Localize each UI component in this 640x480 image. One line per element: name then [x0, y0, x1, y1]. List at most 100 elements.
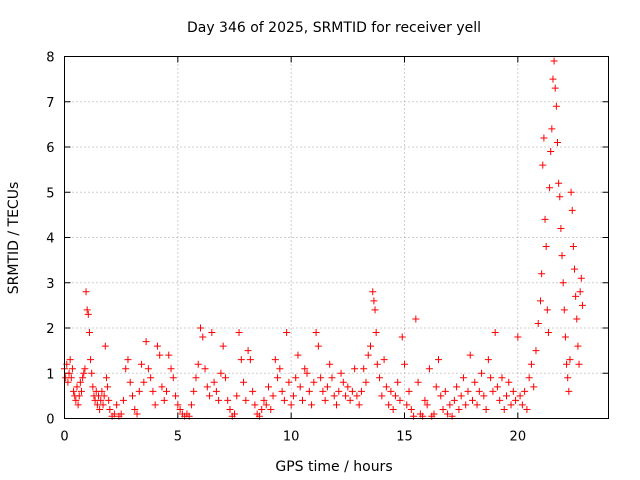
- data-point: [514, 333, 522, 341]
- data-point: [83, 306, 91, 314]
- data-point: [446, 401, 454, 409]
- data-point: [563, 360, 571, 368]
- data-point: [432, 383, 440, 391]
- data-point: [527, 360, 535, 368]
- data-point: [423, 401, 431, 409]
- data-point: [521, 387, 529, 395]
- data-point: [425, 365, 433, 373]
- data-point: [105, 396, 113, 404]
- data-point: [391, 392, 399, 400]
- data-point: [348, 387, 356, 395]
- data-point: [124, 356, 132, 364]
- data-point: [385, 401, 393, 409]
- data-point: [554, 138, 561, 146]
- data-point: [221, 374, 229, 382]
- data-point: [355, 401, 363, 409]
- data-point: [538, 270, 546, 278]
- data-point: [174, 401, 182, 409]
- data-point: [296, 383, 304, 391]
- y-tick-label: 7: [46, 96, 54, 111]
- data-point: [450, 396, 458, 404]
- data-point: [292, 374, 300, 382]
- data-point: [480, 392, 488, 400]
- data-point: [314, 342, 322, 350]
- data-point: [305, 387, 313, 395]
- data-point: [532, 347, 540, 355]
- data-point: [208, 329, 216, 337]
- data-point: [509, 387, 517, 395]
- data-point: [496, 396, 504, 404]
- data-point: [326, 360, 334, 368]
- data-point: [575, 360, 583, 368]
- data-point: [65, 369, 73, 377]
- data-point: [74, 401, 82, 409]
- data-point: [405, 387, 413, 395]
- data-point: [96, 405, 104, 413]
- data-point: [72, 396, 80, 404]
- data-point: [547, 148, 555, 156]
- data-point: [457, 392, 465, 400]
- data-point: [403, 401, 411, 409]
- data-point: [559, 279, 567, 287]
- data-point: [144, 365, 152, 373]
- data-point: [530, 383, 538, 391]
- data-point: [106, 405, 114, 413]
- data-point: [505, 378, 513, 386]
- data-point: [512, 396, 520, 404]
- data-point: [271, 356, 279, 364]
- data-point: [79, 374, 87, 382]
- data-point: [550, 57, 558, 65]
- data-point: [151, 401, 159, 409]
- data-point: [101, 342, 109, 350]
- data-point: [76, 378, 84, 386]
- y-tick-label: 8: [46, 51, 54, 66]
- data-point: [412, 315, 420, 323]
- data-point: [556, 193, 564, 201]
- data-point: [455, 405, 463, 413]
- data-point: [439, 405, 447, 413]
- grid: [64, 56, 609, 419]
- data-point: [548, 125, 556, 133]
- data-point: [500, 405, 508, 413]
- data-point: [289, 392, 297, 400]
- y-tick-label: 2: [46, 322, 54, 337]
- data-point: [235, 329, 243, 337]
- data-point: [258, 405, 266, 413]
- data-point: [126, 378, 134, 386]
- data-point: [99, 401, 107, 409]
- data-point: [110, 410, 118, 418]
- data-point: [333, 401, 340, 409]
- data-point: [380, 356, 388, 364]
- data-point: [201, 365, 209, 373]
- data-point: [73, 383, 81, 391]
- data-point: [135, 387, 143, 395]
- data-point: [138, 360, 146, 368]
- data-point: [367, 342, 374, 350]
- data-point: [441, 387, 449, 395]
- data-point: [217, 369, 225, 377]
- data-point: [330, 392, 338, 400]
- data-point: [435, 356, 442, 364]
- data-point: [360, 365, 368, 373]
- data-point: [299, 396, 306, 404]
- data-point: [414, 378, 422, 386]
- data-point: [430, 410, 438, 418]
- data-point: [149, 387, 157, 395]
- data-point: [242, 396, 250, 404]
- data-point: [85, 329, 93, 337]
- data-point: [372, 329, 380, 337]
- data-points: [61, 57, 586, 420]
- data-point: [287, 401, 295, 409]
- data-point: [346, 396, 354, 404]
- data-point: [274, 374, 282, 382]
- data-point: [269, 392, 277, 400]
- data-point: [544, 329, 552, 337]
- data-point: [466, 351, 474, 359]
- data-point: [378, 392, 386, 400]
- chart-title: Day 346 of 2025, SRMTID for receiver yel…: [187, 20, 481, 36]
- data-point: [131, 405, 139, 413]
- y-axis-label: SRMTID / TECUs: [6, 182, 22, 295]
- data-point: [364, 351, 372, 359]
- data-point: [283, 329, 291, 337]
